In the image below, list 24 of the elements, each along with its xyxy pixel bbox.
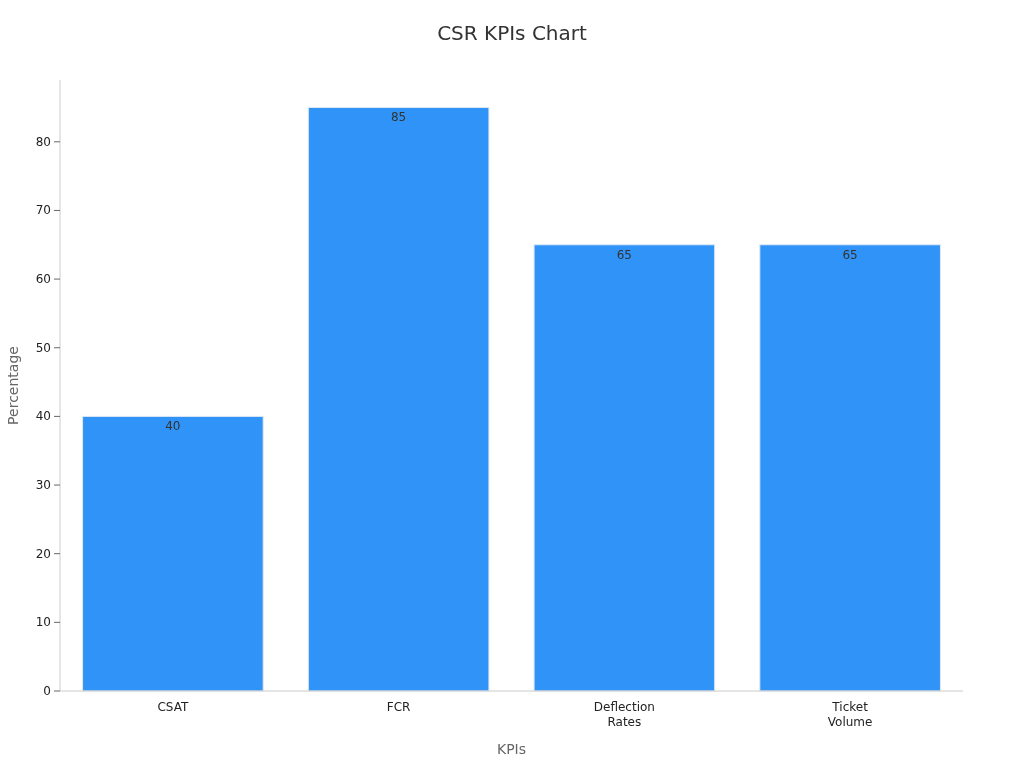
- data-label: 85: [390, 110, 407, 125]
- bar: [307, 106, 490, 692]
- y-tick-label: 10: [35, 615, 51, 630]
- bar: [533, 244, 716, 692]
- chart-title: CSR KPIs Chart: [437, 21, 588, 45]
- y-tick-label: 30: [35, 477, 51, 492]
- x-tick-label: CSAT: [157, 700, 189, 714]
- data-label: 65: [616, 247, 633, 262]
- x-tick-label: Ticket Volume: [827, 700, 873, 729]
- x-tick-label: FCR: [386, 700, 411, 714]
- y-tick-label: 70: [35, 203, 51, 218]
- y-tick-label: 80: [35, 134, 51, 149]
- bar: [759, 244, 941, 692]
- y-tick-label: 0: [43, 683, 51, 698]
- bar: [82, 415, 264, 692]
- data-label: 40: [165, 419, 181, 434]
- y-axis-title: Percentage: [5, 346, 21, 425]
- x-tick-label: Deflection Rates: [593, 700, 655, 729]
- data-label: 65: [842, 247, 858, 262]
- y-tick-label: 50: [35, 340, 51, 355]
- x-axis-title: KPIs: [496, 741, 527, 757]
- y-tick-label: 40: [35, 409, 51, 424]
- y-tick-label: 60: [35, 271, 51, 286]
- y-tick-label: 20: [35, 546, 51, 561]
